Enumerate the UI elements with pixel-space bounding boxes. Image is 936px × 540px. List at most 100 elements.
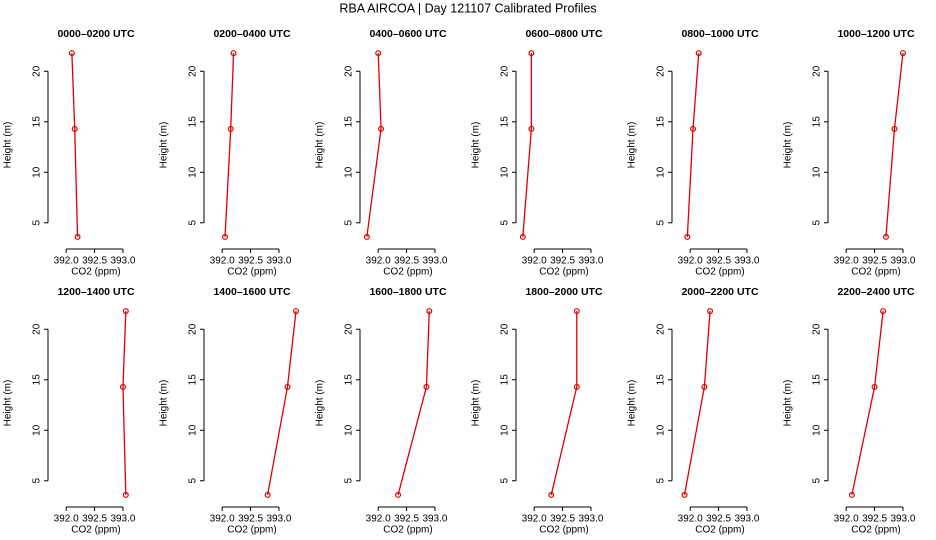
y-tick-label: 10	[812, 424, 823, 436]
y-tick-label: 20	[32, 323, 43, 335]
x-tick-label: 392.0	[54, 514, 79, 525]
panel-title: 0400–0600 UTC	[369, 28, 446, 40]
profile-point	[119, 383, 126, 390]
profile-point	[71, 125, 78, 132]
panel: 0400–0600 UTC 392.0 392.5 393.0 5 10 15 20 CO2 (…	[315, 28, 448, 278]
x-axis-label: CO2 (ppm)	[539, 525, 588, 536]
x-axis-label: CO2 (ppm)	[383, 267, 432, 278]
x-tick-label: 392.0	[210, 514, 235, 525]
y-tick-label: 15	[32, 116, 43, 128]
panel-title: 2200–2400 UTC	[837, 286, 914, 298]
profile-point	[122, 308, 129, 315]
y-tick-label: 20	[812, 323, 823, 335]
panel-title: 2000–2200 UTC	[681, 286, 758, 298]
profile-line	[851, 311, 884, 496]
profile-point	[284, 383, 291, 390]
x-tick-label: 392.5	[82, 256, 107, 267]
profile-point	[684, 233, 691, 240]
x-axis-label: CO2 (ppm)	[71, 267, 120, 278]
y-axis-label: Height (m)	[783, 122, 794, 169]
profile-point	[528, 125, 535, 132]
y-tick-label: 10	[344, 424, 355, 436]
y-tick-label: 5	[188, 478, 199, 484]
x-tick-label: 392.5	[394, 256, 419, 267]
x-tick-label: 393.0	[266, 514, 291, 525]
x-tick-label: 392.5	[550, 256, 575, 267]
y-axis-label: Height (m)	[471, 122, 482, 169]
panel: 0600–0800 UTC 392.0 392.5 393.0 5 10 15 20 CO2 (…	[471, 28, 604, 278]
x-tick-label: 393.0	[890, 514, 915, 525]
x-tick-label: 392.5	[706, 514, 731, 525]
y-axis-label: Height (m)	[3, 380, 14, 427]
y-tick-label: 15	[188, 116, 199, 128]
profile-point	[880, 308, 887, 315]
y-tick-label: 20	[32, 65, 43, 77]
x-tick-label: 392.0	[834, 514, 859, 525]
y-tick-label: 20	[344, 65, 355, 77]
profile-point	[707, 308, 714, 315]
profile-line	[397, 311, 430, 496]
x-axis-label: CO2 (ppm)	[695, 525, 744, 536]
profile-point	[891, 125, 898, 132]
x-tick-label: 392.5	[394, 514, 419, 525]
profile-point	[74, 233, 81, 240]
profile-point	[695, 50, 702, 57]
x-tick-label: 393.0	[266, 256, 291, 267]
panel: 1000–1200 UTC 392.0 392.5 393.0 5 10 15 20 CO2 (…	[783, 28, 916, 278]
x-tick-label: 392.0	[366, 514, 391, 525]
y-tick-label: 10	[32, 424, 43, 436]
panel: 0800–1000 UTC 392.0 392.5 393.0 5 10 15 20 CO2 (…	[627, 28, 760, 278]
y-tick-label: 10	[32, 166, 43, 178]
y-tick-label: 5	[656, 220, 667, 226]
profile-line	[122, 311, 127, 495]
panel-title: 1600–1800 UTC	[369, 286, 446, 298]
panel: 1200–1400 UTC 392.0 392.5 393.0 5 10 15 20 CO2 (…	[3, 286, 136, 536]
profile-point	[68, 50, 75, 57]
profile-point	[227, 125, 234, 132]
y-tick-label: 15	[656, 374, 667, 386]
y-tick-label: 5	[812, 220, 823, 226]
y-tick-label: 5	[500, 220, 511, 226]
y-axis-label: Height (m)	[783, 380, 794, 427]
panel-title: 1000–1200 UTC	[837, 28, 914, 40]
panel: 2000–2200 UTC 392.0 392.5 393.0 5 10 15 20 CO2 (…	[627, 286, 760, 536]
x-axis-label: CO2 (ppm)	[695, 267, 744, 278]
x-axis-label: CO2 (ppm)	[227, 267, 276, 278]
y-tick-label: 15	[656, 116, 667, 128]
y-axis-label: Height (m)	[159, 122, 170, 169]
profile-line	[224, 53, 235, 237]
profile-line	[683, 311, 711, 496]
y-tick-label: 15	[344, 374, 355, 386]
panel: 1400–1600 UTC 392.0 392.5 393.0 5 10 15 20 CO2 (…	[159, 286, 300, 536]
profile-point	[871, 383, 878, 390]
panel-title: 1800–2000 UTC	[525, 286, 602, 298]
x-tick-label: 392.5	[238, 514, 263, 525]
profile-point	[573, 383, 580, 390]
x-tick-label: 392.5	[238, 256, 263, 267]
profile-point	[122, 491, 129, 498]
profile-point	[848, 491, 855, 498]
profile-point	[264, 491, 271, 498]
y-tick-label: 15	[500, 116, 511, 128]
profile-point	[690, 125, 697, 132]
y-axis-label: Height (m)	[159, 380, 170, 427]
x-tick-label: 392.0	[678, 256, 703, 267]
x-tick-label: 392.5	[706, 256, 731, 267]
x-tick-label: 393.0	[110, 514, 135, 525]
profile-point	[363, 233, 370, 240]
y-tick-label: 20	[656, 323, 667, 335]
profile-point	[423, 383, 430, 390]
profile-point	[701, 383, 708, 390]
y-tick-label: 15	[32, 374, 43, 386]
profile-line	[885, 53, 904, 237]
y-tick-label: 20	[500, 65, 511, 77]
x-tick-label: 393.0	[734, 514, 759, 525]
y-tick-label: 10	[188, 166, 199, 178]
x-tick-label: 392.0	[522, 256, 547, 267]
profile-line	[550, 311, 578, 496]
y-axis-label: Height (m)	[471, 380, 482, 427]
y-tick-label: 10	[344, 166, 355, 178]
profile-point	[222, 233, 229, 240]
panel: 1600–1800 UTC 392.0 392.5 393.0 5 10 15 20 CO2 (…	[315, 286, 448, 536]
y-tick-label: 20	[188, 323, 199, 335]
